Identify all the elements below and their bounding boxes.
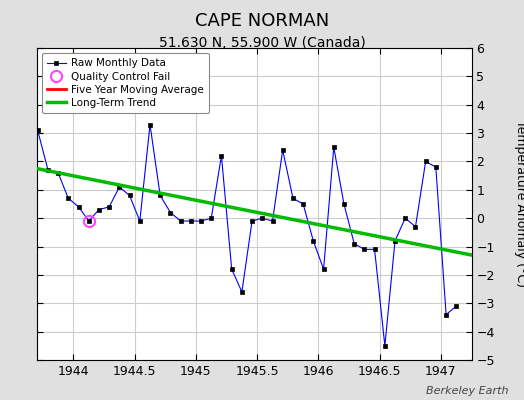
Raw Monthly Data <box>208 216 214 220</box>
Raw Monthly Data <box>178 219 184 224</box>
Raw Monthly Data <box>351 241 357 246</box>
Raw Monthly Data <box>116 184 123 189</box>
Raw Monthly Data <box>412 224 419 229</box>
Raw Monthly Data <box>402 216 408 220</box>
Raw Monthly Data <box>35 128 41 133</box>
Raw Monthly Data <box>198 219 204 224</box>
Raw Monthly Data <box>167 210 173 215</box>
Raw Monthly Data <box>341 202 347 206</box>
Raw Monthly Data <box>372 247 378 252</box>
Line: Raw Monthly Data: Raw Monthly Data <box>36 122 458 348</box>
Raw Monthly Data <box>310 238 316 243</box>
Raw Monthly Data <box>75 204 82 209</box>
Raw Monthly Data <box>65 196 71 201</box>
Raw Monthly Data <box>433 165 439 170</box>
Text: Berkeley Earth: Berkeley Earth <box>426 386 508 396</box>
Raw Monthly Data <box>453 304 460 308</box>
Raw Monthly Data <box>157 193 163 198</box>
Raw Monthly Data <box>392 238 398 243</box>
Raw Monthly Data <box>321 267 327 272</box>
Raw Monthly Data <box>361 247 367 252</box>
Raw Monthly Data <box>422 159 429 164</box>
Text: CAPE NORMAN: CAPE NORMAN <box>195 12 329 30</box>
Raw Monthly Data <box>45 168 51 172</box>
Raw Monthly Data <box>331 145 337 150</box>
Raw Monthly Data <box>85 219 92 224</box>
Raw Monthly Data <box>259 216 266 220</box>
Legend: Raw Monthly Data, Quality Control Fail, Five Year Moving Average, Long-Term Tren: Raw Monthly Data, Quality Control Fail, … <box>42 53 209 113</box>
Raw Monthly Data <box>249 219 255 224</box>
Raw Monthly Data <box>96 207 102 212</box>
Raw Monthly Data <box>290 196 296 201</box>
Raw Monthly Data <box>443 312 449 317</box>
Raw Monthly Data <box>106 204 112 209</box>
Raw Monthly Data <box>126 193 133 198</box>
Raw Monthly Data <box>188 219 194 224</box>
Text: 51.630 N, 55.900 W (Canada): 51.630 N, 55.900 W (Canada) <box>159 36 365 50</box>
Raw Monthly Data <box>239 290 245 294</box>
Raw Monthly Data <box>381 344 388 348</box>
Raw Monthly Data <box>219 153 225 158</box>
Raw Monthly Data <box>228 267 235 272</box>
Raw Monthly Data <box>55 170 61 175</box>
Raw Monthly Data <box>300 202 307 206</box>
Raw Monthly Data <box>279 148 286 152</box>
Raw Monthly Data <box>137 219 143 224</box>
Raw Monthly Data <box>269 219 276 224</box>
Raw Monthly Data <box>147 122 153 127</box>
Y-axis label: Temperature Anomaly (°C): Temperature Anomaly (°C) <box>515 120 524 288</box>
